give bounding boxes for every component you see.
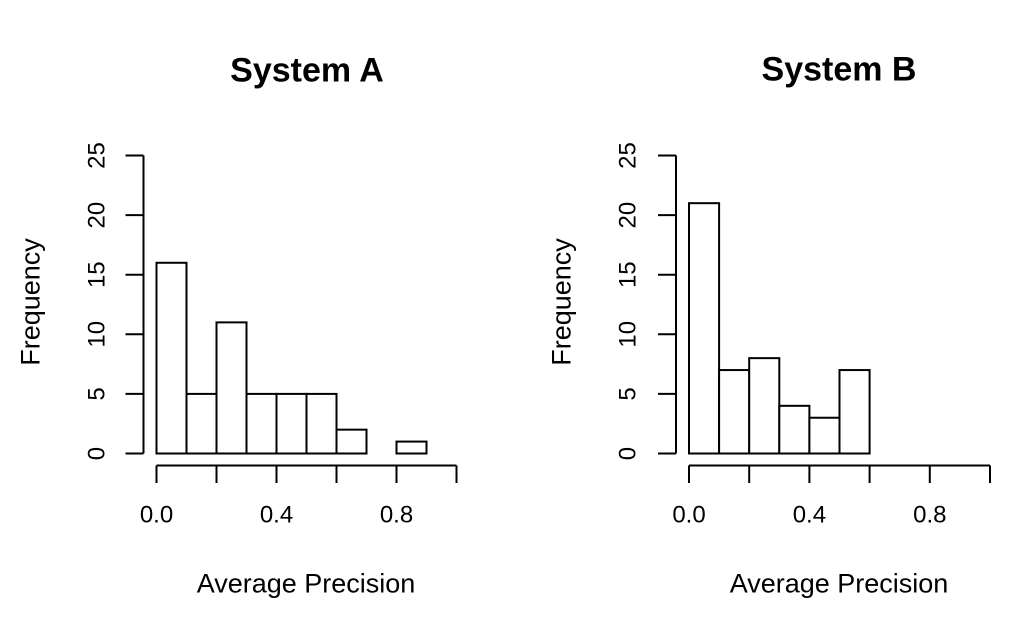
y-tick-label: 10 [84, 321, 111, 348]
chart-title-system-a: System A [230, 51, 384, 90]
histogram-bar [838, 369, 871, 455]
x-axis-label-system-a: Average Precision [196, 568, 416, 599]
histogram-system-b: 0 5 10 15 20 25 0.0 0.4 0.8 [615, 142, 991, 529]
y-tick-label: 5 [84, 387, 111, 400]
y-tick-label: 10 [615, 321, 642, 348]
y-tick-label: 0 [615, 447, 642, 460]
y-tick-label: 25 [615, 142, 642, 169]
y-tick-label: 20 [84, 202, 111, 229]
x-tick-label: 0.8 [913, 502, 946, 529]
histogram-system-a: 0 5 10 15 20 25 0.0 0.4 0.8 [84, 142, 458, 529]
histogram-bar [185, 392, 218, 455]
y-tick-label: 5 [615, 387, 642, 400]
histogram-bar [718, 369, 751, 455]
y-axis-label-system-a: Frequency [15, 238, 46, 366]
x-tick-label: 0.0 [140, 502, 173, 529]
histogram-bar [245, 392, 278, 455]
histogram-bar [335, 428, 368, 455]
y-tick-label: 15 [615, 261, 642, 288]
histogram-bar [395, 440, 428, 455]
y-tick-label: 20 [615, 202, 642, 229]
histogram-bar [215, 321, 248, 455]
histogram-bar [305, 392, 338, 455]
histogram-bar [155, 261, 188, 455]
x-tick-label: 0.8 [380, 502, 413, 529]
chart-title-system-b: System B [761, 50, 917, 89]
histogram-bar [748, 357, 781, 455]
histogram-bar [808, 416, 841, 455]
x-tick-label: 0.0 [672, 502, 705, 529]
y-tick-label: 15 [84, 261, 111, 288]
x-axis-label-system-b: Average Precision [729, 568, 949, 599]
y-tick-label: 25 [84, 142, 111, 169]
y-tick-label: 0 [84, 447, 111, 460]
y-axis-label-system-b: Frequency [546, 238, 577, 366]
x-tick-label: 0.4 [260, 502, 293, 529]
histogram-bar [778, 404, 811, 455]
histogram-bar [688, 202, 721, 455]
histogram-bar [275, 392, 308, 455]
x-tick-label: 0.4 [793, 502, 826, 529]
